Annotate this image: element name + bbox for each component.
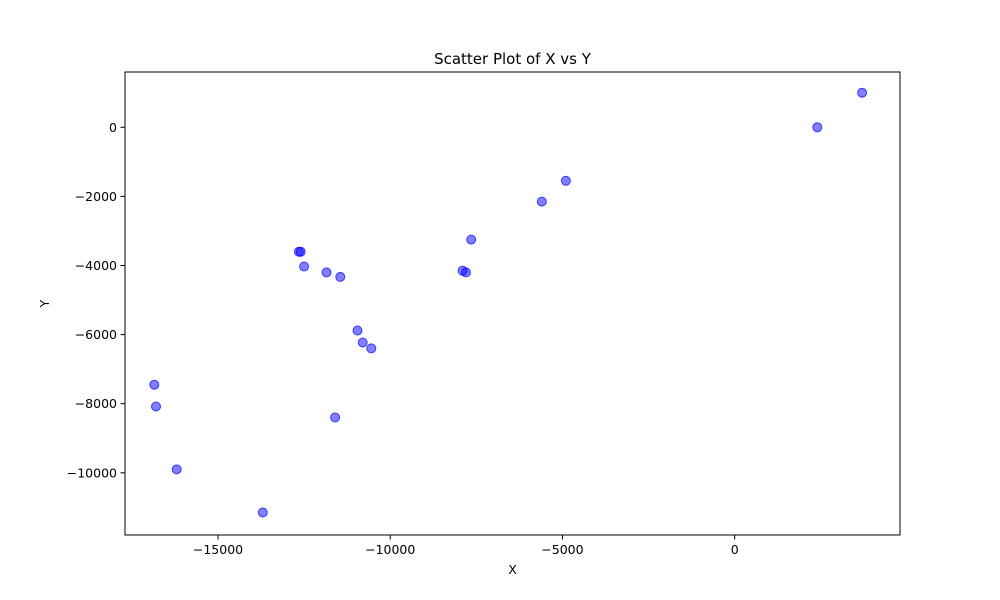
data-point <box>812 122 823 133</box>
y-tick-label: −4000 <box>75 258 117 273</box>
y-tick-label: −6000 <box>75 327 117 342</box>
data-point <box>366 343 377 354</box>
y-axis-label: Y <box>37 299 52 308</box>
plot-area <box>125 72 900 535</box>
data-point <box>352 325 363 336</box>
y-tick-label: −2000 <box>75 189 117 204</box>
y-tick-label: −10000 <box>67 465 117 480</box>
y-axis-ticks: −10000 −8000 −6000 −4000 −2000 0 <box>67 120 125 480</box>
y-tick-label: −8000 <box>75 396 117 411</box>
data-point <box>335 271 346 282</box>
y-tick-label: 0 <box>109 120 117 135</box>
x-tick-label: −5000 <box>541 542 583 557</box>
data-point <box>171 464 182 475</box>
data-point <box>857 87 868 98</box>
chart-title: Scatter Plot of X vs Y <box>434 50 592 68</box>
x-tick-label: −10000 <box>365 542 415 557</box>
data-point <box>461 267 471 278</box>
data-point <box>321 267 332 278</box>
data-point <box>257 507 268 518</box>
data-point <box>330 412 341 423</box>
data-point <box>151 401 161 412</box>
x-axis-label: X <box>508 562 517 577</box>
x-axis-ticks: −15000 −10000 −5000 0 <box>193 535 739 557</box>
data-points <box>149 87 868 518</box>
plot-frame <box>124 71 901 536</box>
data-point <box>357 337 368 348</box>
data-point <box>149 379 160 390</box>
data-point <box>560 175 571 186</box>
data-point <box>295 246 306 257</box>
data-point <box>536 196 547 207</box>
x-tick-label: 0 <box>731 542 739 557</box>
x-tick-label: −15000 <box>193 542 243 557</box>
data-point <box>466 234 477 245</box>
data-point <box>299 261 310 272</box>
